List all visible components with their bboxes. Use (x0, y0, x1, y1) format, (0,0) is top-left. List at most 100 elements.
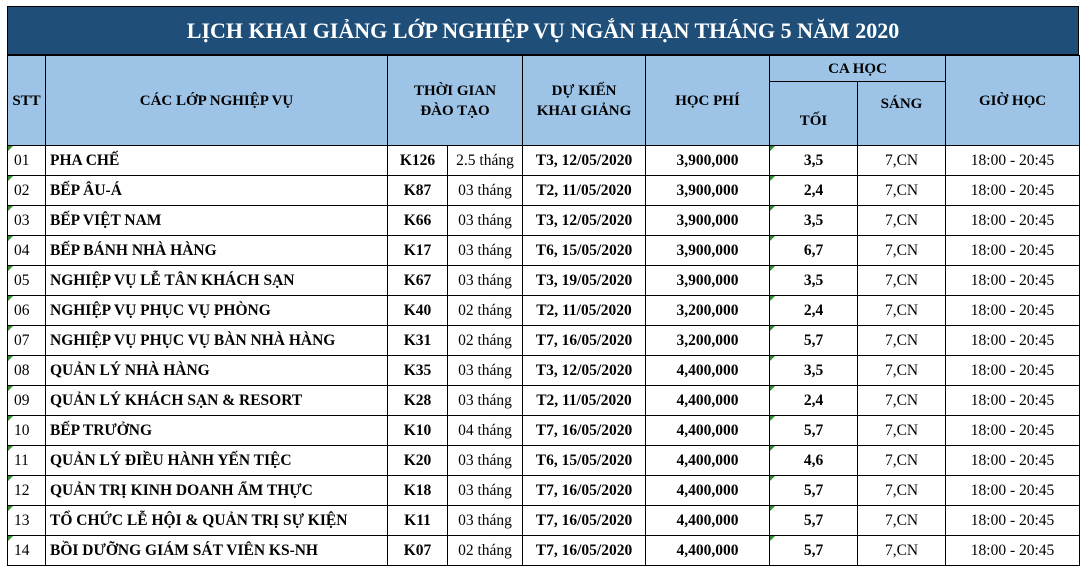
row-class-code: K126 (387, 145, 448, 176)
cell-marker-icon (770, 386, 776, 391)
row-stt: 06 (7, 295, 46, 326)
header-classes: CÁC LỚP NGHIỆP VỤ (45, 55, 388, 146)
header-fee: HỌC PHÍ (645, 55, 771, 146)
row-fee: 3,900,000 (645, 145, 771, 176)
row-duration: 03 tháng (446, 265, 524, 296)
row-evening-days: 2,4 (769, 175, 859, 206)
row-duration: 2.5 tháng (446, 145, 524, 176)
header-duration-line2: ĐÀO TẠO (420, 102, 490, 119)
row-class-name: BẾP VIỆT NAM (45, 205, 388, 236)
row-class-name: BẾP TRƯỞNG (45, 415, 388, 446)
row-fee: 3,200,000 (645, 325, 771, 356)
row-morning-days: 7,CN (857, 175, 947, 206)
row-stt: 10 (7, 415, 46, 446)
row-evening-days: 5,7 (769, 505, 859, 536)
row-duration: 03 tháng (446, 235, 524, 266)
row-stt: 03 (7, 205, 46, 236)
row-stt: 05 (7, 265, 46, 296)
cell-marker-icon (8, 536, 13, 541)
header-duration: THỜI GIAN ĐÀO TẠO (386, 55, 524, 146)
row-start-date: T7, 16/05/2020 (522, 505, 647, 536)
row-fee: 4,400,000 (645, 355, 771, 386)
row-evening-days: 6,7 (769, 235, 859, 266)
row-morning-days: 7,CN (857, 205, 947, 236)
row-morning-days: 7,CN (857, 145, 947, 176)
row-fee: 4,400,000 (645, 535, 771, 566)
row-class-name: QUẢN TRỊ KINH DOANH ẨM THỰC (45, 475, 388, 506)
table-row: 10 BẾP TRƯỞNG K10 04 tháng T7, 16/05/2020 4,4… (7, 415, 1081, 446)
row-class-name: QUẢN LÝ NHÀ HÀNG (45, 355, 388, 386)
row-class-code: K28 (387, 385, 448, 416)
row-evening-days: 3,5 (769, 145, 859, 176)
row-duration: 03 tháng (446, 505, 524, 536)
row-morning-days: 7,CN (857, 505, 947, 536)
row-duration: 02 tháng (446, 325, 524, 356)
cell-marker-icon (8, 446, 13, 451)
row-fee: 3,200,000 (645, 295, 771, 326)
row-morning-days: 7,CN (857, 445, 947, 476)
row-stt: 02 (7, 175, 46, 206)
row-duration: 03 tháng (446, 355, 524, 386)
header-shift: CA HỌC (769, 55, 947, 82)
table-row: 04 BẾP BÁNH NHÀ HÀNG K17 03 tháng T6, 15/05/… (7, 235, 1081, 266)
cell-marker-icon (8, 416, 13, 421)
row-hours: 18:00 - 20:45 (945, 355, 1081, 386)
cell-marker-icon (8, 356, 13, 361)
cell-marker-icon (8, 206, 13, 211)
row-stt: 07 (7, 325, 46, 356)
row-evening-days: 3,5 (769, 265, 859, 296)
row-class-name: NGHIỆP VỤ PHỤC VỤ PHÒNG (45, 295, 388, 326)
row-stt: 01 (7, 145, 46, 176)
table-row: 08 QUẢN LÝ NHÀ HÀNG K35 03 tháng T3, 12/05/2… (7, 355, 1081, 386)
row-class-name: BỒI DƯỠNG GIÁM SÁT VIÊN KS-NH (45, 535, 388, 566)
cell-marker-icon (770, 296, 776, 301)
row-duration: 02 tháng (446, 295, 524, 326)
row-fee: 4,400,000 (645, 415, 771, 446)
table-row: 01 PHA CHẾ K126 2.5 tháng T3, 12/05/2020 3,90… (7, 145, 1081, 176)
row-stt: 09 (7, 385, 46, 416)
row-fee: 3,900,000 (645, 175, 771, 206)
table-row: 05 NGHIỆP VỤ LỄ TÂN KHÁCH SẠN K67 03 tháng T… (7, 265, 1081, 296)
row-class-code: K67 (387, 265, 448, 296)
row-morning-days: 7,CN (857, 355, 947, 386)
row-morning-days: 7,CN (857, 265, 947, 296)
cell-marker-icon (770, 146, 776, 151)
row-start-date: T7, 16/05/2020 (522, 415, 647, 446)
table-row: 03 BẾP VIỆT NAM K66 03 tháng T3, 12/05/2020 3… (7, 205, 1081, 236)
row-hours: 18:00 - 20:45 (945, 535, 1081, 566)
row-class-code: K87 (387, 175, 448, 206)
row-duration: 04 tháng (446, 415, 524, 446)
row-start-date: T3, 12/05/2020 (522, 205, 647, 236)
row-class-code: K35 (387, 355, 448, 386)
row-hours: 18:00 - 20:45 (945, 175, 1081, 206)
row-class-name: BẾP ÂU-Á (45, 175, 388, 206)
row-start-date: T3, 19/05/2020 (522, 265, 647, 296)
row-fee: 3,900,000 (645, 265, 771, 296)
row-evening-days: 3,5 (769, 205, 859, 236)
row-evening-days: 3,5 (769, 355, 859, 386)
row-evening-days: 2,4 (769, 385, 859, 416)
header-evening: TỐI (769, 81, 859, 146)
schedule-title: LỊCH KHAI GIẢNG LỚP NGHIỆP VỤ NGẮN HẠN T… (7, 6, 1079, 55)
row-class-code: K17 (387, 235, 448, 266)
header-start: DỰ KIẾN KHAI GIẢNG (522, 55, 647, 146)
row-duration: 03 tháng (446, 205, 524, 236)
row-hours: 18:00 - 20:45 (945, 445, 1081, 476)
row-hours: 18:00 - 20:45 (945, 235, 1081, 266)
row-start-date: T7, 16/05/2020 (522, 325, 647, 356)
row-hours: 18:00 - 20:45 (945, 265, 1081, 296)
table-row: 13 TỔ CHỨC LỄ HỘI & QUẢN TRỊ SỰ KIỆN K11 03… (7, 505, 1081, 536)
row-start-date: T3, 12/05/2020 (522, 145, 647, 176)
row-start-date: T6, 15/05/2020 (522, 445, 647, 476)
row-morning-days: 7,CN (857, 235, 947, 266)
row-class-name: NGHIỆP VỤ LỄ TÂN KHÁCH SẠN (45, 265, 388, 296)
row-stt: 13 (7, 505, 46, 536)
row-class-name: QUẢN LÝ KHÁCH SẠN & RESORT (45, 385, 388, 416)
row-duration: 02 tháng (446, 535, 524, 566)
row-class-code: K40 (387, 295, 448, 326)
row-duration: 03 tháng (446, 445, 524, 476)
cell-marker-icon (8, 476, 13, 481)
cell-marker-icon (8, 326, 13, 331)
header-start-line1: DỰ KIẾN (551, 82, 617, 99)
table-row: 11 QUẢN LÝ ĐIỀU HÀNH YẾN TIỆC K20 03 tháng T… (7, 445, 1081, 476)
